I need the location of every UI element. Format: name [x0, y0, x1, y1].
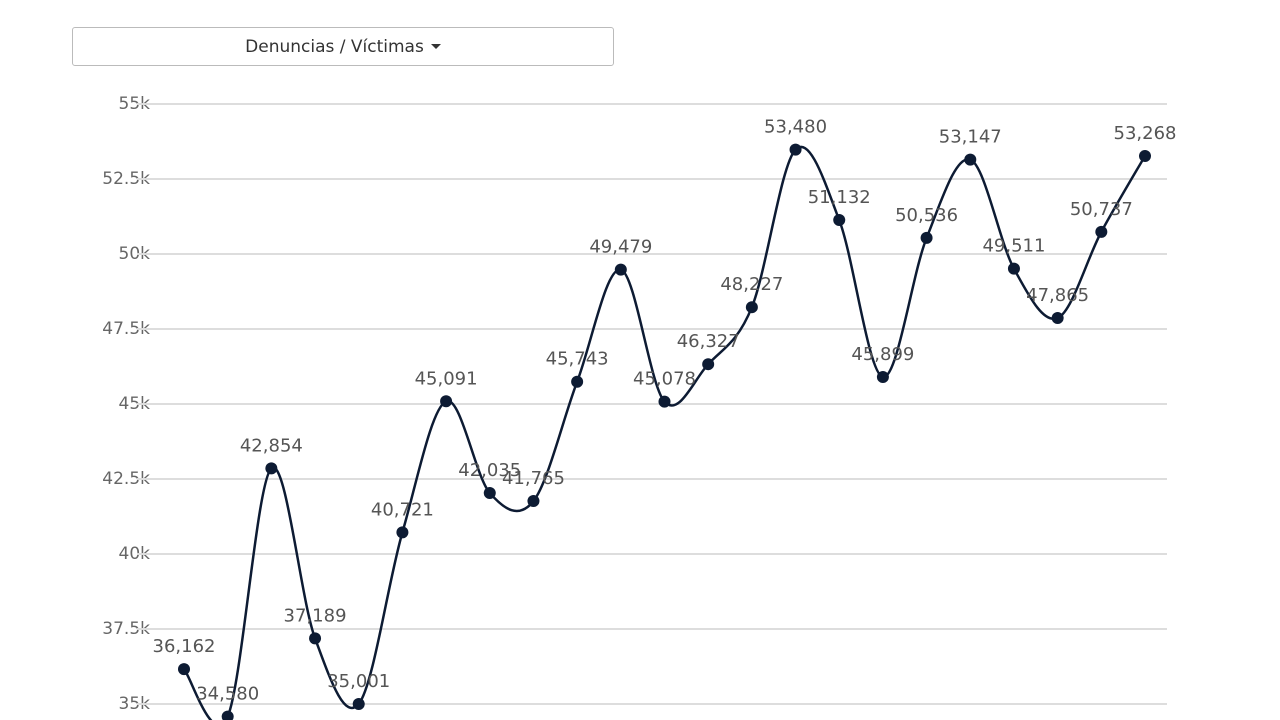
point	[876, 371, 889, 384]
point	[352, 697, 365, 710]
data-label: 49,479	[589, 237, 652, 258]
data-label: 48,227	[720, 274, 783, 295]
point	[658, 395, 671, 408]
data-label: 49,511	[982, 236, 1045, 257]
y-tick-label: 45k	[119, 394, 151, 414]
data-label: 47,865	[1026, 285, 1089, 306]
data-label: 53,268	[1114, 123, 1177, 144]
point	[221, 710, 234, 720]
dropdown-label: Denuncias / Víctimas	[245, 36, 424, 57]
y-tick-label: 40k	[119, 544, 151, 564]
point	[483, 486, 496, 499]
point	[396, 526, 409, 539]
data-label: 53,147	[939, 127, 1002, 148]
point	[614, 263, 627, 276]
y-tick-label: 37.5k	[102, 619, 150, 639]
point	[571, 375, 584, 388]
point	[265, 462, 278, 475]
y-tick-label: 42.5k	[102, 469, 150, 489]
point	[920, 231, 933, 244]
y-tick-label: 47.5k	[102, 319, 150, 339]
data-label: 50,737	[1070, 199, 1133, 220]
y-tick-label: 55k	[119, 94, 151, 114]
point	[440, 395, 453, 408]
data-label: 50,536	[895, 205, 958, 226]
line	[182, 145, 1147, 720]
data-label: 35,001	[327, 671, 390, 692]
data-label: 40,721	[371, 499, 434, 520]
data-label: 51,132	[808, 187, 871, 208]
data-label: 53,480	[764, 117, 827, 138]
data-label: 37,189	[284, 605, 347, 626]
point	[789, 143, 802, 156]
data-label: 46,327	[677, 331, 740, 352]
point	[1051, 312, 1064, 325]
y-tick-label: 50k	[119, 244, 151, 264]
data-label: 45,899	[851, 344, 914, 365]
point	[702, 358, 715, 371]
point	[745, 301, 758, 314]
y-tick-label: 35k	[119, 694, 151, 714]
y-tick-label: 52.5k	[102, 169, 150, 189]
data-label: 42,854	[240, 435, 303, 456]
data-label: 41,765	[502, 468, 565, 489]
point	[964, 153, 977, 166]
point	[1095, 225, 1108, 238]
point	[833, 214, 846, 227]
data-label: 45,743	[546, 349, 609, 370]
point	[527, 495, 540, 508]
caret	[430, 44, 441, 49]
point	[309, 632, 322, 645]
data-label: 36,162	[153, 636, 216, 657]
point	[1139, 149, 1151, 162]
data-label: 34,580	[196, 684, 259, 705]
point	[1007, 262, 1020, 275]
point	[178, 663, 190, 676]
data-label: 42,035	[458, 460, 521, 481]
data-label: 45,078	[633, 369, 696, 390]
data-label: 45,091	[415, 368, 478, 389]
dropdown[interactable]: Denuncias / Víctimas	[72, 27, 614, 66]
